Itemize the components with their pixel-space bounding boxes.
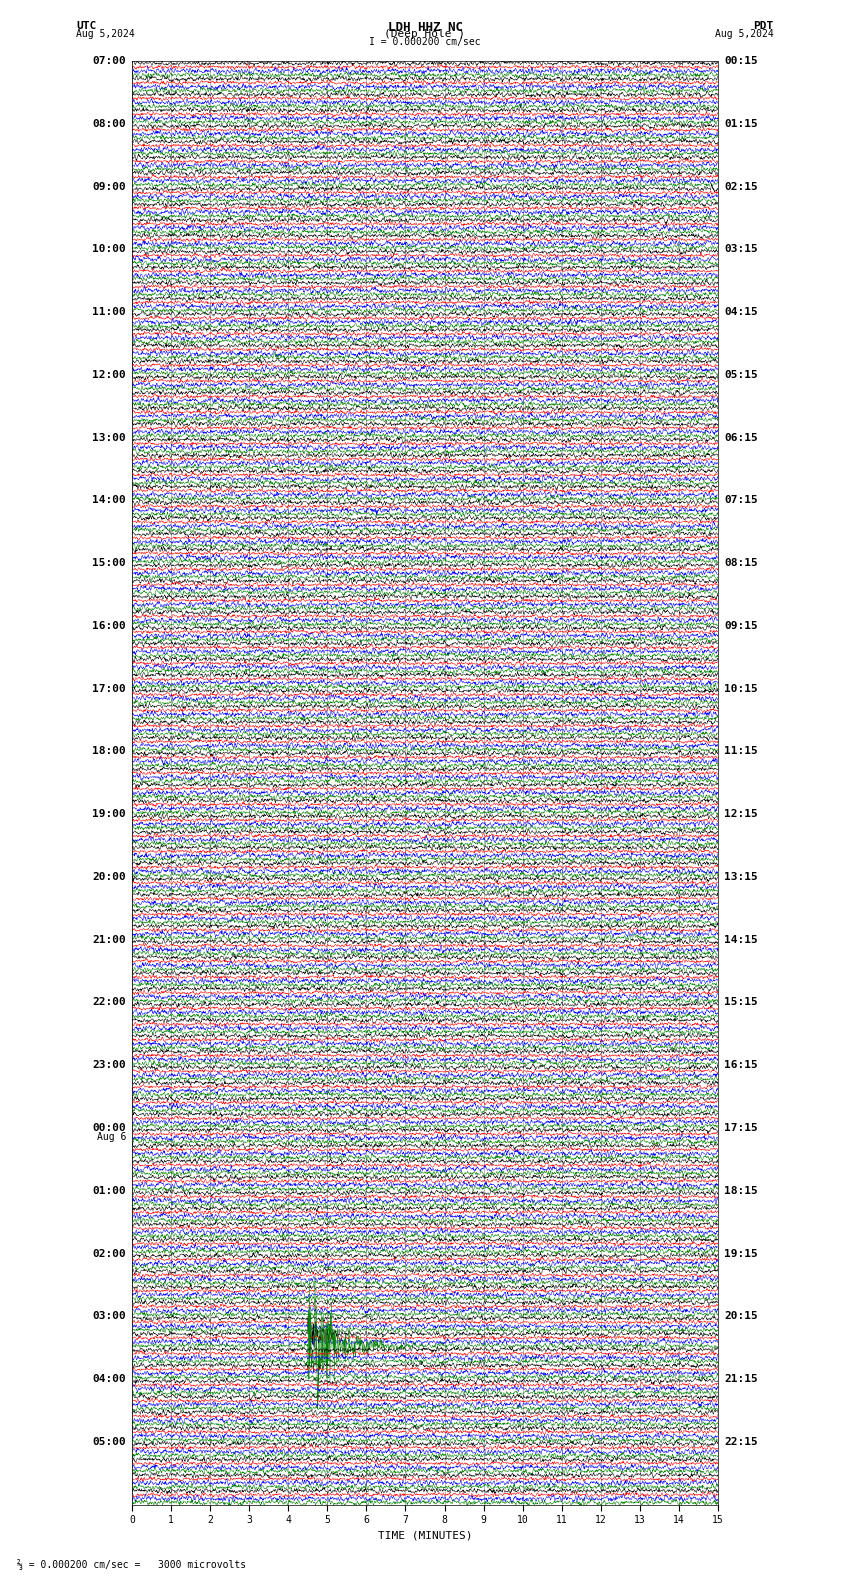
Text: 03:15: 03:15 (724, 244, 758, 255)
Text: 16:00: 16:00 (92, 621, 126, 630)
Text: 15:00: 15:00 (92, 558, 126, 569)
Text: 06:15: 06:15 (724, 432, 758, 442)
Text: 11:15: 11:15 (724, 746, 758, 757)
Text: Aug 6: Aug 6 (97, 1131, 126, 1142)
Text: ⅔ = 0.000200 cm/sec =   3000 microvolts: ⅔ = 0.000200 cm/sec = 3000 microvolts (17, 1559, 246, 1570)
Text: 07:15: 07:15 (724, 496, 758, 505)
Text: 01:15: 01:15 (724, 119, 758, 128)
Text: (Deep Hole ): (Deep Hole ) (384, 29, 466, 40)
Text: 09:00: 09:00 (92, 182, 126, 192)
Text: 00:00: 00:00 (92, 1123, 126, 1133)
Text: 02:00: 02:00 (92, 1248, 126, 1259)
Text: 15:15: 15:15 (724, 998, 758, 1007)
Text: 05:00: 05:00 (92, 1437, 126, 1446)
Text: 18:00: 18:00 (92, 746, 126, 757)
Text: PDT: PDT (753, 21, 774, 32)
Text: 08:15: 08:15 (724, 558, 758, 569)
Text: 01:00: 01:00 (92, 1186, 126, 1196)
Text: 04:00: 04:00 (92, 1373, 126, 1384)
Text: 17:00: 17:00 (92, 684, 126, 694)
Text: 14:00: 14:00 (92, 496, 126, 505)
Text: 02:15: 02:15 (724, 182, 758, 192)
Text: 22:00: 22:00 (92, 998, 126, 1007)
Text: Aug 5,2024: Aug 5,2024 (76, 29, 135, 40)
Text: 22:15: 22:15 (724, 1437, 758, 1446)
Text: 07:00: 07:00 (92, 55, 126, 67)
Text: 16:15: 16:15 (724, 1060, 758, 1071)
Text: 10:00: 10:00 (92, 244, 126, 255)
Text: 04:15: 04:15 (724, 307, 758, 317)
Text: 09:15: 09:15 (724, 621, 758, 630)
Text: 20:00: 20:00 (92, 871, 126, 882)
Text: LDH HHZ NC: LDH HHZ NC (388, 21, 462, 35)
Text: 03:00: 03:00 (92, 1312, 126, 1321)
Text: 19:15: 19:15 (724, 1248, 758, 1259)
Text: 23:00: 23:00 (92, 1060, 126, 1071)
Text: 08:00: 08:00 (92, 119, 126, 128)
Text: 00:15: 00:15 (724, 55, 758, 67)
Text: 19:00: 19:00 (92, 809, 126, 819)
Text: 12:15: 12:15 (724, 809, 758, 819)
Text: 21:00: 21:00 (92, 935, 126, 944)
Text: 11:00: 11:00 (92, 307, 126, 317)
Text: 18:15: 18:15 (724, 1186, 758, 1196)
Text: 05:15: 05:15 (724, 371, 758, 380)
Text: 13:15: 13:15 (724, 871, 758, 882)
Text: 12:00: 12:00 (92, 371, 126, 380)
Text: 17:15: 17:15 (724, 1123, 758, 1133)
Text: 13:00: 13:00 (92, 432, 126, 442)
Text: 14:15: 14:15 (724, 935, 758, 944)
Text: 21:15: 21:15 (724, 1373, 758, 1384)
Text: I = 0.000200 cm/sec: I = 0.000200 cm/sec (369, 36, 481, 48)
Text: Aug 5,2024: Aug 5,2024 (715, 29, 774, 40)
Text: 10:15: 10:15 (724, 684, 758, 694)
Text: UTC: UTC (76, 21, 97, 32)
Text: 20:15: 20:15 (724, 1312, 758, 1321)
X-axis label: TIME (MINUTES): TIME (MINUTES) (377, 1530, 473, 1541)
